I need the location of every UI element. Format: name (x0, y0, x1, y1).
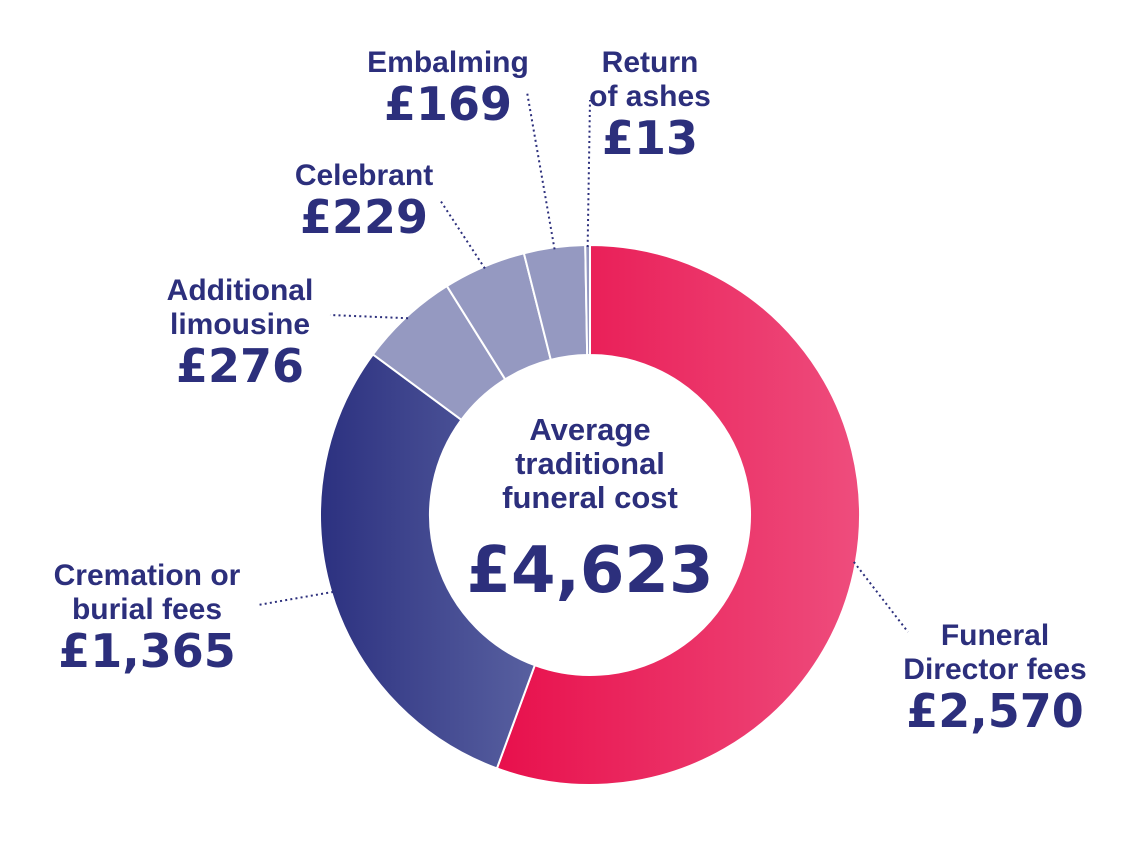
center-total-value: £4,623 (467, 534, 714, 608)
leader-lines (257, 91, 909, 633)
slice-value-label: £229 (300, 190, 428, 244)
center-title-line: traditional (515, 446, 665, 481)
slice-label-line: Funeral (941, 619, 1049, 652)
leader-line-return-of-ashes (586, 99, 591, 248)
slice-label-line: Return (602, 46, 699, 79)
leader-line-celebrant (439, 199, 486, 270)
label-embalming: Embalming£169 (367, 46, 529, 131)
slice-label-line: Celebrant (295, 159, 433, 192)
slice-value-label: £2,570 (906, 684, 1084, 738)
leader-line-cremation-or-burial-fees (257, 590, 334, 606)
leader-line-additional-limousine (329, 314, 409, 320)
center-title-line: funeral cost (502, 480, 678, 515)
leader-line-funeral-director-fees (853, 561, 909, 633)
slice-label-line: Director fees (903, 653, 1086, 686)
slice-label-line: Cremation or (54, 559, 241, 592)
slice-label-line: Additional (167, 274, 314, 307)
label-celebrant: Celebrant£229 (295, 159, 433, 244)
slice-return-of-ashes (584, 243, 591, 357)
slice-value-label: £13 (602, 111, 698, 165)
slice-label-line: of ashes (589, 80, 711, 113)
leader-line-embalming (526, 91, 556, 250)
slice-label-line: limousine (170, 308, 310, 341)
slice-label-line: Embalming (367, 46, 529, 79)
slice-label-line: burial fees (72, 593, 222, 626)
center-title-line: Average (529, 412, 650, 447)
slice-funeral-director-fees (495, 243, 861, 786)
donut-slices (319, 243, 861, 786)
slice-value-label: £1,365 (58, 624, 236, 678)
slice-cremation-or-burial-fees (319, 353, 537, 770)
slice-value-label: £276 (176, 339, 304, 393)
slice-value-label: £169 (384, 77, 512, 131)
